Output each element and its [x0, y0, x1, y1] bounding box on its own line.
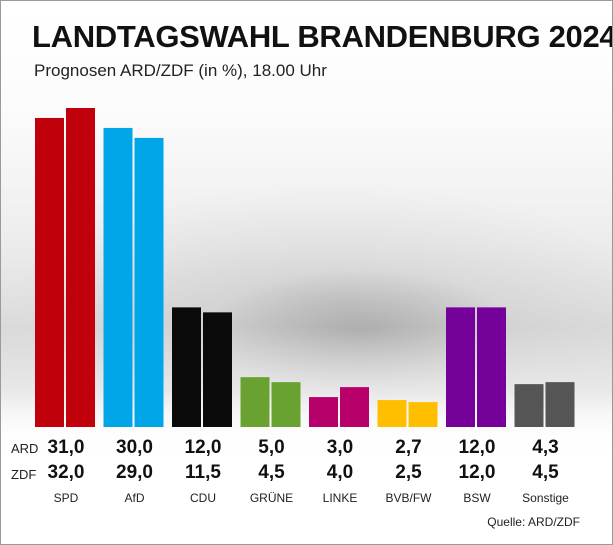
value-label-ard-bvb-fw: 2,7	[395, 437, 422, 458]
row-label-ard: ARD	[11, 441, 39, 456]
row-label-zdf: ZDF	[11, 467, 37, 482]
bar-zdf-bvb-fw	[408, 402, 438, 427]
value-label-ard-linke: 3,0	[326, 437, 354, 458]
value-label-zdf-gr-ne: 4,5	[258, 462, 285, 483]
category-label-sonstige: Sonstige	[522, 491, 569, 505]
bar-zdf-spd	[66, 108, 95, 427]
bar-zdf-bsw	[477, 307, 506, 427]
category-label-spd: SPD	[53, 491, 79, 505]
bar-zdf-linke	[340, 387, 369, 427]
value-label-ard-cdu: 12,0	[184, 437, 222, 458]
bar-zdf-afd	[134, 137, 164, 427]
value-label-zdf-bsw: 12,0	[458, 462, 496, 483]
chart-subtitle: Prognosen ARD/ZDF (in %), 18.00 Uhr	[34, 61, 327, 80]
value-label-ard-gr-ne: 5,0	[258, 437, 285, 458]
value-label-ard-spd: 31,0	[47, 437, 85, 458]
value-label-ard-afd: 30,0	[116, 437, 153, 458]
category-label-linke: LINKE	[322, 491, 358, 505]
category-label-gr-ne: GRÜNE	[249, 491, 294, 505]
value-label-zdf-afd: 29,0	[116, 462, 153, 483]
value-label-zdf-sonstige: 4,5	[532, 462, 559, 483]
value-label-ard-bsw: 12,0	[458, 437, 496, 458]
category-label-afd: AfD	[124, 491, 145, 505]
bar-ard-bsw	[446, 307, 475, 427]
bar-ard-spd	[35, 117, 64, 427]
bar-zdf-sonstige	[545, 382, 575, 427]
bar-ard-linke	[309, 397, 338, 427]
bar-ard-gr-ne	[240, 377, 270, 427]
bar-ard-cdu	[172, 307, 201, 427]
value-label-zdf-bvb-fw: 2,5	[395, 462, 422, 483]
chart-title: LANDTAGSWAHL BRANDENBURG 2024	[32, 19, 613, 54]
bar-ard-afd	[103, 127, 133, 427]
value-label-ard-sonstige: 4,3	[532, 437, 559, 458]
value-label-zdf-cdu: 11,5	[185, 462, 221, 483]
category-label-cdu: CDU	[190, 491, 216, 505]
source-note: Quelle: ARD/ZDF	[487, 515, 580, 529]
bar-zdf-gr-ne	[271, 382, 301, 427]
value-label-zdf-linke: 4,0	[326, 462, 354, 483]
category-label-bsw: BSW	[463, 491, 491, 505]
category-label-bvb-fw: BVB/FW	[385, 491, 432, 505]
bar-ard-bvb-fw	[377, 400, 407, 427]
bar-ard-sonstige	[514, 384, 544, 427]
value-label-zdf-spd: 32,0	[47, 462, 85, 483]
bar-zdf-cdu	[203, 312, 232, 427]
